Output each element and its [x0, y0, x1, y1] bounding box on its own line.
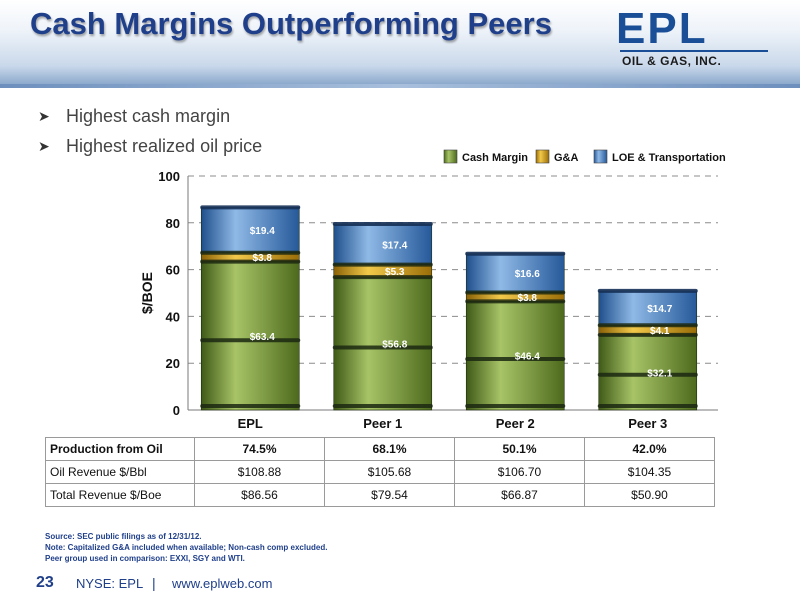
- x-category-label: Peer 1: [363, 416, 402, 431]
- website-link[interactable]: www.eplweb.com: [172, 576, 273, 591]
- bar-segment: [333, 223, 433, 265]
- bullet-text: Highest cash margin: [66, 106, 231, 126]
- table-cell: $86.56: [194, 483, 325, 507]
- bar-segment: [598, 334, 698, 411]
- bar-segment: [465, 301, 565, 411]
- footer-separator: |: [152, 575, 156, 591]
- table-cell: $106.70: [454, 460, 585, 484]
- barrel-hoop: [200, 338, 301, 343]
- header-divider: [0, 84, 800, 88]
- data-label: $19.4: [250, 226, 275, 237]
- bar-segment: [598, 290, 698, 326]
- table-row: Oil Revenue $/Bbl $108.88 $105.68 $106.7…: [45, 460, 715, 484]
- data-label: $16.6: [515, 269, 540, 280]
- barrel-hoop: [332, 275, 433, 280]
- x-category-label: Peer 3: [628, 416, 667, 431]
- logo-wordmark: EPL: [616, 4, 708, 53]
- page-number: 23: [36, 574, 54, 591]
- barrel-hoop: [465, 404, 566, 408]
- slide-footer: 23 NYSE: EPL | www.eplweb.com: [0, 566, 800, 600]
- bar-segment: [333, 276, 433, 411]
- y-tick-label: 0: [173, 403, 180, 418]
- barrel-hoop: [332, 262, 433, 267]
- y-tick-label: 60: [166, 263, 180, 278]
- peer-note: Peer group used in comparison: EXXI, SGY…: [45, 554, 245, 563]
- arrow-bullet-icon: ➤: [38, 138, 50, 154]
- ticker-text: NYSE: EPL: [76, 576, 144, 591]
- legend-swatch: [535, 149, 550, 164]
- legend-swatch: [443, 149, 458, 164]
- table-cell: $108.88: [194, 460, 325, 484]
- data-label: $32.1: [647, 368, 672, 379]
- logo-subtitle: OIL & GAS, INC.: [622, 54, 722, 68]
- barrel-hoop: [465, 356, 566, 361]
- barrel-hoop: [465, 290, 566, 295]
- table-cell: $105.68: [324, 460, 455, 484]
- bar-segment: [200, 207, 300, 254]
- y-tick-label: 100: [158, 169, 180, 184]
- footnotes: Source: SEC public filings as of 12/31/1…: [45, 531, 327, 564]
- x-category-label: EPL: [238, 416, 263, 431]
- barrel-hoop: [200, 404, 301, 408]
- company-logo: EPL OIL & GAS, INC.: [612, 4, 782, 74]
- barrel-hoop: [597, 404, 698, 408]
- legend-swatch: [593, 149, 608, 164]
- barrel-hoop: [200, 259, 301, 264]
- y-tick-label: 80: [166, 216, 180, 231]
- barrel-hoop: [200, 250, 301, 255]
- data-label: $5.3: [385, 267, 405, 278]
- barrel-lid: [200, 205, 301, 210]
- data-label: $56.8: [382, 340, 407, 351]
- arrow-bullet-icon: ➤: [38, 108, 50, 124]
- bar-segment: [200, 261, 300, 411]
- table-row: Total Revenue $/Boe $86.56 $79.54 $66.87…: [45, 483, 715, 507]
- barrel-hoop: [597, 323, 698, 328]
- table-cell: 50.1%: [454, 437, 585, 461]
- table-cell: 74.5%: [194, 437, 325, 461]
- table-cell: $79.54: [324, 483, 455, 507]
- data-label: $3.8: [253, 253, 273, 264]
- barrel-hoop: [597, 372, 698, 377]
- table-row: Production from Oil 74.5% 68.1% 50.1% 42…: [45, 437, 715, 461]
- y-axis-title: $/BOE: [139, 272, 155, 314]
- data-label: $3.8: [518, 293, 538, 304]
- header-band: [0, 0, 800, 88]
- bullet-text: Highest realized oil price: [66, 136, 263, 156]
- barrel-lid: [465, 251, 566, 256]
- y-tick-label: 40: [166, 309, 180, 324]
- table-cell: 42.0%: [584, 437, 715, 461]
- stats-table: Production from Oil 74.5% 68.1% 50.1% 42…: [45, 437, 715, 507]
- data-label: $63.4: [250, 332, 275, 343]
- legend-label: G&A: [554, 152, 579, 164]
- data-label: $4.1: [650, 326, 670, 337]
- data-label: $46.4: [515, 352, 540, 363]
- table-cell: $50.90: [584, 483, 715, 507]
- x-category-label: Peer 2: [496, 416, 535, 431]
- source-note: Source: SEC public filings as of 12/31/1…: [45, 532, 202, 541]
- barrel-hoop: [465, 299, 566, 304]
- data-label: $17.4: [382, 240, 407, 251]
- table-row-label: Production from Oil: [45, 437, 195, 461]
- logo-underline: [620, 50, 768, 52]
- table-cell: $66.87: [454, 483, 585, 507]
- barrel-lid: [332, 221, 433, 226]
- ga-note: Note: Capitalized G&A included when avai…: [45, 543, 328, 552]
- slide-title: Cash Margins Outperforming Peers: [30, 6, 552, 41]
- table-row-label: Oil Revenue $/Bbl: [45, 460, 195, 484]
- barrel-hoop: [332, 404, 433, 408]
- barrel-hoop: [332, 345, 433, 350]
- legend-label: LOE & Transportation: [612, 152, 726, 164]
- y-tick-label: 20: [166, 356, 180, 371]
- table-cell: 68.1%: [324, 437, 455, 461]
- bar-segment: [465, 253, 565, 293]
- barrel-lid: [597, 288, 698, 293]
- legend-label: Cash Margin: [462, 152, 528, 164]
- data-label: $14.7: [647, 304, 672, 315]
- barrel-hoop: [597, 332, 698, 337]
- table-cell: $104.35: [584, 460, 715, 484]
- table-row-label: Total Revenue $/Boe: [45, 483, 195, 507]
